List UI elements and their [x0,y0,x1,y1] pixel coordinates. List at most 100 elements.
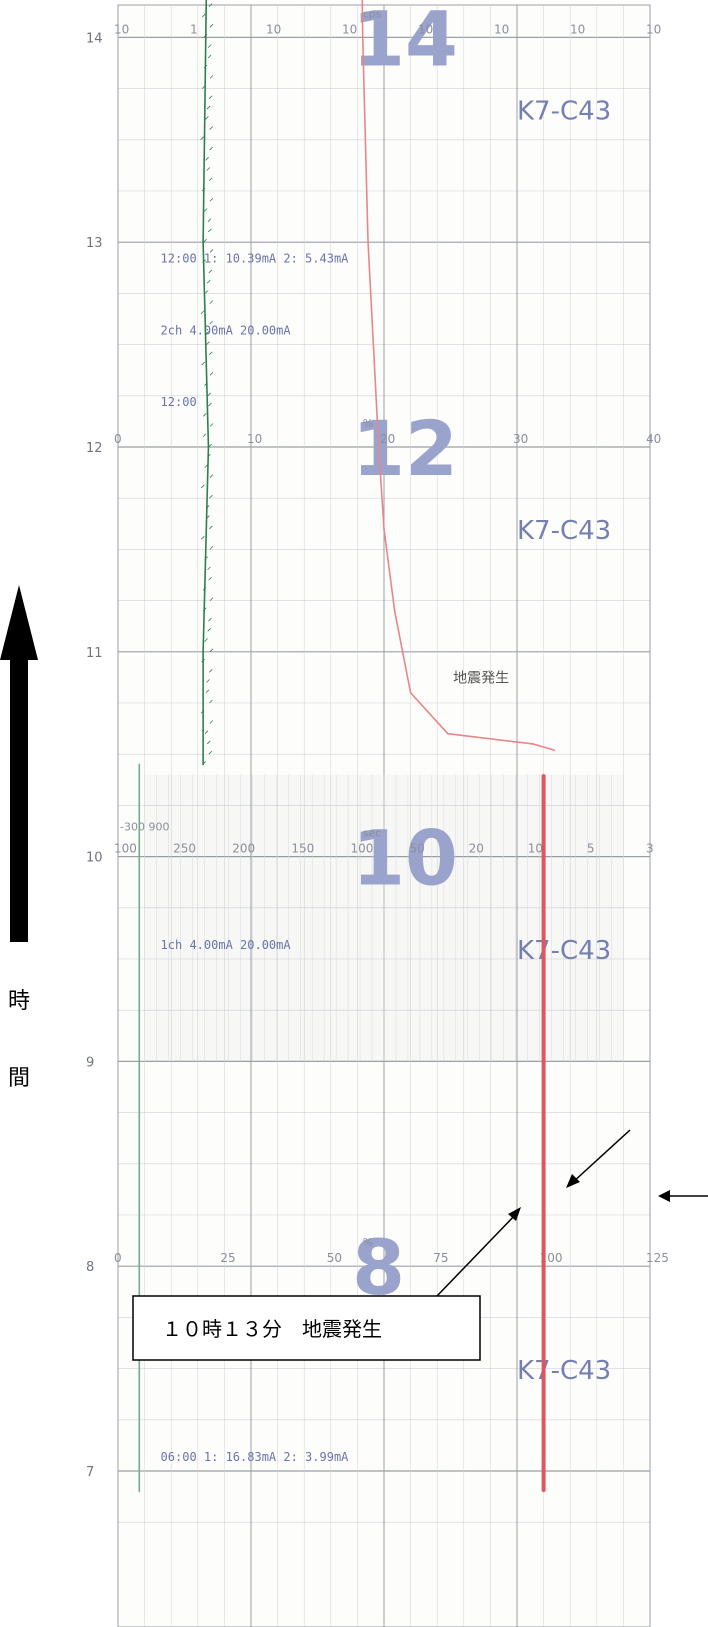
pen-trace-point [409,691,412,694]
scale-unit: % [363,417,373,430]
scale-tick-label: 100 [350,842,373,856]
record-printout: 1ch 4.00mA 20.00mA [161,938,292,952]
hour-tick-label: 12 [86,441,103,456]
pen-green-jitter [207,54,212,59]
scale-extra: -300 900 [120,821,169,834]
pen-green-jitter [209,126,213,130]
record-printout: 12:00 [161,395,197,409]
hour-tick-label: 10 [86,851,103,866]
pen-green-jitter [205,331,210,335]
pen-green-jitter [209,320,213,325]
scale-tick-label: 40 [646,432,661,446]
pen-green-jitter [202,587,207,591]
pen-green-jitter [203,208,208,212]
edge-arrow-head [658,1190,670,1202]
pen-green-jitter [203,238,207,243]
scale-tick-label: 0 [114,1251,122,1265]
pen-green-jitter [209,197,214,202]
time-arrow-head [0,585,38,660]
hour-tick-label: 7 [86,1465,94,1480]
scale-tick-label: 10 [418,22,433,36]
chart-labels: 7891011121314151617181920212018161412108… [86,0,669,1480]
pen-trace-point [532,743,534,745]
pen-green-jitter [200,709,205,714]
pen-green-jitter [203,412,207,417]
pen-trace-point [377,446,380,448]
pen-green-jitter [207,453,211,458]
pen-green-jitter [202,761,206,765]
pen-green-jitter [204,638,208,642]
pen-green-jitter [202,13,206,18]
pen-green-jitter [204,556,209,560]
pen-green-jitter [209,494,213,499]
time-label-2: 間 [8,1066,30,1091]
scale-tick-label: 25 [220,1251,235,1265]
big-hour-number: 14 [352,0,458,83]
model-label: K7-C43 [517,96,611,126]
pen-green-jitter [201,361,205,366]
pen-trace-point [542,1163,545,1165]
scale-tick-label: 5 [587,842,595,856]
pen-green-jitter [209,699,213,704]
quake-callout-box [132,1295,481,1361]
pen-green-jitter [205,156,209,161]
pen-trace-point [553,749,556,751]
pen-green-jitter [201,658,205,663]
model-label: K7-C43 [517,936,611,966]
scale-tick-label: 10 [342,22,357,36]
scale-tick-label: 10 [570,22,585,36]
pen-green-jitter [202,259,206,263]
scale-tick-label: 20 [380,432,395,446]
pen-green-jitter [200,136,204,141]
scale-tick-label: 10 [528,842,543,856]
pen-trace-point [542,1490,545,1493]
hour-tick-label: 14 [86,31,103,46]
record-printout: 12:00 1: 10.39mA 2: 5.43mA [161,252,350,266]
pen-green-jitter [209,372,214,376]
scale-tick-label: 100 [114,842,137,856]
note-arrow-line [571,1129,631,1184]
pen-green-jitter [208,402,212,407]
scale-tick-label: 3 [646,842,654,856]
pen-green-jitter [208,269,213,274]
scale-unit: cps [363,7,382,20]
pen-green-jitter [208,443,212,448]
pen-green-jitter [205,505,210,509]
model-label: K7-C43 [517,516,611,546]
time-label-1: 時 [8,989,30,1014]
scale-tick-label: 50 [410,842,425,856]
hour-tick-label: 13 [86,236,103,251]
pen-green-jitter [206,341,210,345]
pen-trace-point [138,1490,141,1493]
pen-trace-point [367,241,369,243]
hour-tick-label: 8 [86,1260,94,1275]
pen-green-jitter [209,720,214,724]
pen-green-jitter [209,146,213,151]
pen-green-jitter [209,546,214,550]
pen-trace-point [383,528,385,530]
pen-green-jitter [209,423,214,427]
pen-green-jitter [208,95,213,100]
pen-green-jitter [206,740,211,745]
pen-green-jitter [201,187,206,192]
big-hour-number: 12 [352,404,458,493]
scale-unit: sec [363,827,382,840]
pen-green-jitter [209,525,213,530]
pen-green-jitter [206,279,211,284]
pen-green-jitter [209,75,214,79]
pen-green-jitter [208,177,213,182]
pen-green-jitter [206,679,210,683]
big-hour-number: 10 [352,814,458,903]
pen-traces [138,0,556,1493]
pen-trace-point [138,763,141,766]
pen-green-jitter [206,167,211,171]
pen-green-jitter [201,85,206,89]
pen-green-jitter [205,515,210,519]
pen-green-jitter [209,249,214,253]
pen-trace-point [542,773,545,776]
pen-green-jitter [207,628,211,632]
pen-green-jitter [208,576,212,581]
model-label: K7-C43 [517,1356,611,1386]
scale-tick-label: 0 [114,432,122,446]
